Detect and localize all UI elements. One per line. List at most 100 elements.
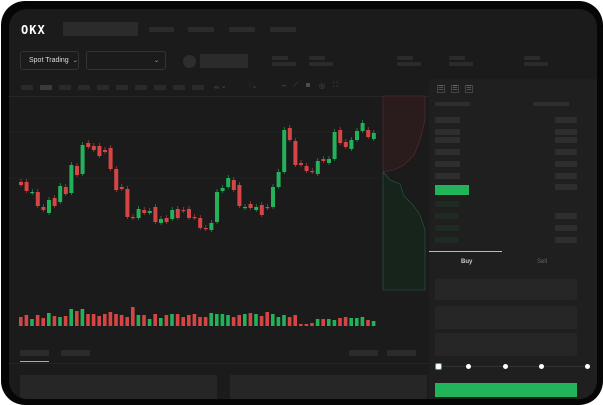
ask-size bbox=[555, 161, 577, 167]
slider-mark[interactable] bbox=[466, 364, 471, 369]
active-tab-underline bbox=[429, 251, 502, 252]
nav-item[interactable] bbox=[188, 27, 214, 32]
tab-order-history[interactable] bbox=[61, 350, 90, 356]
candle bbox=[164, 218, 169, 222]
fullscreen-icon[interactable]: ⛶ bbox=[333, 82, 338, 89]
candle bbox=[265, 207, 270, 209]
timeframe-button[interactable] bbox=[192, 85, 204, 90]
slider-mark[interactable] bbox=[503, 364, 508, 369]
volume-bar bbox=[108, 312, 113, 326]
nav-item[interactable] bbox=[229, 27, 255, 32]
ruler-icon[interactable]: ⟋ bbox=[293, 82, 298, 89]
candle bbox=[97, 146, 102, 156]
candle bbox=[192, 217, 197, 219]
line-icon[interactable]: ∼ bbox=[281, 83, 287, 90]
candle bbox=[332, 132, 337, 159]
volume-bar bbox=[19, 317, 23, 326]
camera-icon[interactable]: ◙ bbox=[306, 82, 311, 89]
price-input[interactable] bbox=[435, 279, 577, 300]
volume-bar bbox=[254, 314, 258, 326]
volume-bar bbox=[41, 318, 45, 326]
amount-input[interactable] bbox=[435, 306, 577, 329]
orders-card bbox=[20, 375, 217, 399]
stat-label bbox=[449, 56, 465, 60]
indicator-icon[interactable]: ᵥₐ ⌄ bbox=[214, 83, 227, 90]
orderbook-both-icon[interactable]: ☰ bbox=[437, 85, 445, 93]
bid-size bbox=[555, 237, 577, 243]
tab-buy[interactable]: Buy bbox=[461, 259, 473, 265]
stat-label bbox=[272, 56, 288, 60]
ask-size bbox=[555, 129, 577, 135]
pair-select[interactable]: ⌄ bbox=[86, 51, 166, 70]
candle bbox=[187, 209, 191, 218]
candle bbox=[304, 166, 309, 171]
nav-item[interactable] bbox=[270, 27, 296, 32]
filter-button[interactable] bbox=[349, 350, 378, 356]
orderbook-header bbox=[435, 102, 470, 106]
slider-mark[interactable] bbox=[539, 364, 544, 369]
candle bbox=[153, 207, 158, 222]
volume-bar bbox=[91, 314, 96, 326]
slider-track[interactable] bbox=[439, 366, 589, 367]
slider-handle[interactable] bbox=[435, 363, 442, 370]
orderbook-asks-icon[interactable]: ☰ bbox=[465, 85, 473, 93]
volume-bar bbox=[360, 317, 365, 326]
volume-bar bbox=[265, 312, 269, 326]
timeframe-button[interactable] bbox=[59, 85, 71, 90]
candle bbox=[19, 182, 23, 185]
tab-sell[interactable]: Sell bbox=[537, 259, 548, 265]
volume-bar bbox=[271, 314, 275, 326]
slider-mark[interactable] bbox=[585, 364, 590, 369]
stat-value bbox=[449, 62, 473, 66]
total-input[interactable] bbox=[435, 333, 577, 356]
settings-icon[interactable]: ◎ bbox=[319, 83, 326, 90]
stat-value bbox=[309, 62, 333, 66]
candle bbox=[276, 172, 281, 187]
ask-price bbox=[435, 173, 460, 179]
volume-bar bbox=[243, 314, 247, 326]
timeframe-button[interactable] bbox=[78, 85, 90, 90]
timeframe-button[interactable] bbox=[154, 85, 166, 90]
bid-price bbox=[435, 225, 459, 231]
candle bbox=[310, 171, 315, 173]
nav-item[interactable] bbox=[149, 27, 174, 32]
volume-bar bbox=[371, 321, 376, 326]
buy-button[interactable] bbox=[435, 383, 577, 397]
candle bbox=[69, 165, 74, 193]
candle bbox=[119, 187, 124, 189]
stat-label bbox=[397, 56, 413, 60]
drawing-icon[interactable]: ⫶ ⌄ bbox=[249, 82, 257, 89]
search-bar[interactable] bbox=[63, 22, 138, 36]
candle bbox=[47, 200, 51, 213]
tab-open-orders[interactable] bbox=[20, 350, 49, 356]
ask-price bbox=[435, 137, 460, 143]
timeframe-button[interactable] bbox=[135, 85, 147, 90]
volume-bar bbox=[159, 318, 163, 326]
candle bbox=[35, 192, 40, 206]
okx-logo[interactable]: OKX bbox=[21, 23, 46, 37]
stat-value bbox=[397, 62, 421, 66]
volume-bar bbox=[86, 314, 90, 326]
candle bbox=[231, 180, 236, 190]
volume-bar bbox=[52, 316, 57, 326]
chevron-down-icon: ⌄ bbox=[72, 58, 78, 64]
volume-bar bbox=[287, 317, 292, 326]
volume-bar bbox=[131, 307, 135, 326]
market-select[interactable]: Spot Trading ⌄ bbox=[20, 51, 79, 70]
volume-bar bbox=[215, 314, 219, 326]
volume-bar bbox=[282, 315, 286, 326]
candle bbox=[142, 210, 147, 213]
timeframe-button[interactable] bbox=[116, 85, 128, 90]
volume-bar bbox=[119, 315, 124, 326]
orderbook-bids-icon[interactable]: ☰ bbox=[451, 85, 459, 93]
candle bbox=[114, 169, 119, 190]
timeframe-button[interactable] bbox=[21, 85, 33, 90]
timeframe-button[interactable] bbox=[97, 85, 109, 90]
bid-price bbox=[435, 237, 459, 243]
timeframe-button[interactable] bbox=[173, 85, 185, 90]
candle bbox=[220, 188, 225, 191]
filter-button[interactable] bbox=[387, 350, 416, 356]
timeframe-button[interactable] bbox=[40, 85, 52, 90]
